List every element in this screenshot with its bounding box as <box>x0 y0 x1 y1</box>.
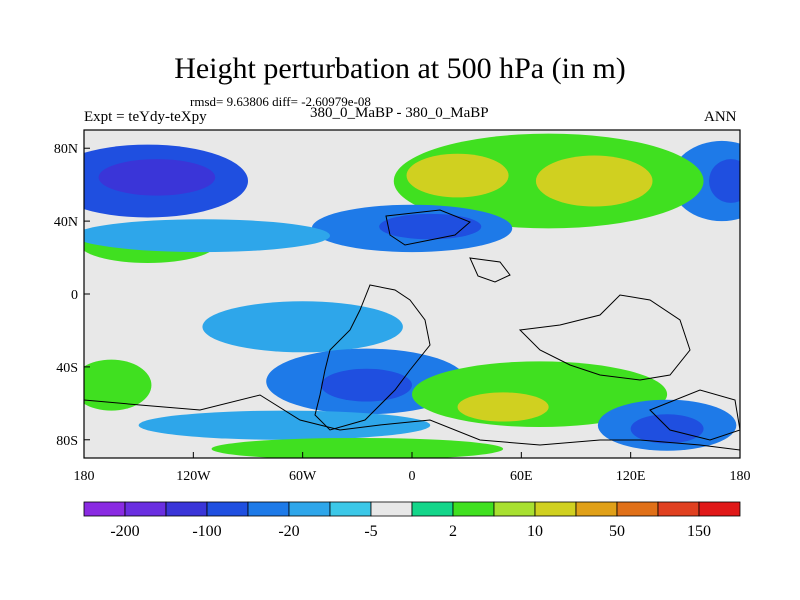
x-tick-label: 180 <box>730 469 751 484</box>
contour-fills <box>84 133 740 458</box>
contour-region-south-pacific-low-core <box>630 414 704 444</box>
case-label: 380_0_MaBP - 380_0_MaBP <box>310 105 489 121</box>
x-tick-label: 180 <box>74 469 95 484</box>
coastline-north-america <box>385 209 471 246</box>
colorbar-swatch <box>329 501 372 517</box>
contour-region-arctic-east-low-core <box>709 159 740 203</box>
contour-region-south-indian-high-core <box>457 392 549 422</box>
y-tick-label: 80N <box>54 142 78 157</box>
x-tick-label: 60W <box>289 469 317 484</box>
colorbar-swatch <box>370 501 413 517</box>
colorbar-swatch <box>452 501 495 517</box>
colorbar-label: -100 <box>192 523 221 540</box>
colorbar-swatch <box>698 501 741 517</box>
colorbar: -200 -100 -20 -5 2 10 50 150 <box>83 501 741 540</box>
coastlines <box>84 209 740 451</box>
colorbar-swatch <box>657 501 700 517</box>
colorbar-swatch <box>288 501 331 517</box>
contour-region-atlantic-low-core <box>379 213 482 240</box>
colorbar-swatch <box>411 501 454 517</box>
y-tick-label: 0 <box>71 288 78 303</box>
colorbar-swatch <box>165 501 208 517</box>
experiment-label: Expt = teYdy-teXpy <box>84 109 207 125</box>
axes: 180 120W 60W 0 60E 120E 180 80N 40N 0 40S 80S <box>54 142 751 484</box>
colorbar-label: 2 <box>449 523 457 540</box>
colorbar-label: -5 <box>364 523 377 540</box>
colorbar-label: 150 <box>687 523 711 540</box>
coastline-europe <box>469 257 511 283</box>
x-tick-label: 60E <box>510 469 533 484</box>
contour-region-north-pacific-band <box>84 219 330 253</box>
season-label: ANN <box>704 109 737 125</box>
colorbar-label: -20 <box>278 523 299 540</box>
colorbar-swatch <box>124 501 167 517</box>
contour-region-eurasia-high-core1 <box>406 153 509 198</box>
colorbar-swatch <box>247 501 290 517</box>
colorbar-swatch <box>534 501 577 517</box>
colorbar-label: -200 <box>110 523 139 540</box>
coastline-antarctica <box>84 394 740 451</box>
coastline-australia <box>649 389 740 441</box>
contour-region-north-pacific-low-core <box>98 159 216 196</box>
stats-line: rmsd= 9.63806 diff= -2.60979e-08 <box>190 94 371 109</box>
colorbar-label: 50 <box>609 523 625 540</box>
contour-region-eurasia-high-core2 <box>535 155 653 207</box>
colorbar-swatch <box>493 501 536 517</box>
y-tick-label: 40N <box>54 215 78 230</box>
colorbar-swatch <box>575 501 618 517</box>
y-tick-label: 40S <box>56 361 78 376</box>
contour-region-antarctic-high <box>211 437 504 458</box>
contour-region-southern-band <box>138 410 431 440</box>
colorbar-swatch <box>616 501 659 517</box>
contour-region-south-atlantic-low-core <box>320 368 413 402</box>
colorbar-label: 10 <box>527 523 543 540</box>
x-tick-label: 120W <box>176 469 211 484</box>
y-tick-label: 80S <box>56 434 78 449</box>
contour-region-tropical-low <box>202 301 403 353</box>
coastline-south-america <box>314 284 431 431</box>
chart-title: Height perturbation at 500 hPa (in m) <box>174 52 626 85</box>
colorbar-swatch <box>83 501 126 517</box>
x-tick-label: 120E <box>616 469 646 484</box>
x-tick-label: 0 <box>409 469 416 484</box>
contour-region-southwest-pacific-high <box>84 359 152 411</box>
coastline-africa <box>518 294 691 381</box>
colorbar-swatch <box>206 501 249 517</box>
